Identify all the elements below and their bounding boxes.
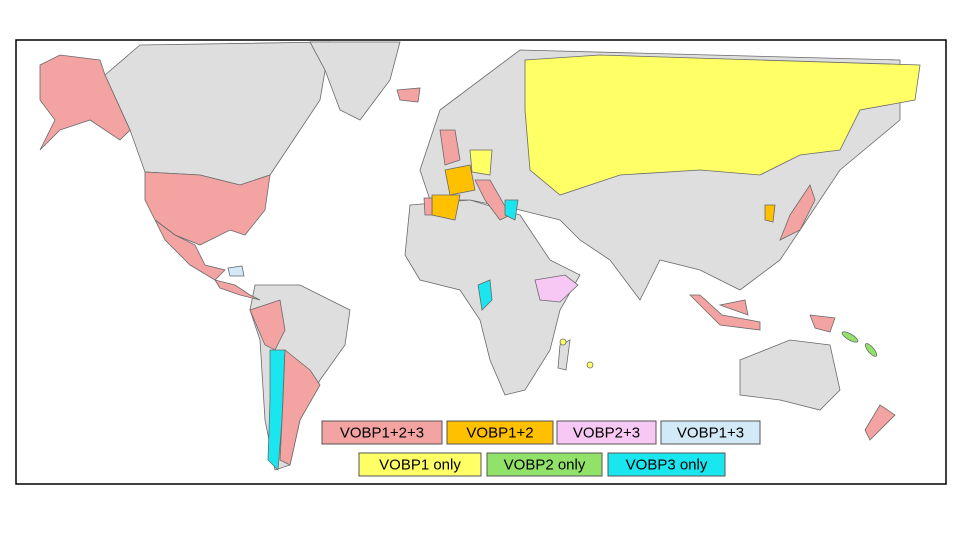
legend-label: VOBP1 only	[379, 456, 461, 473]
legend-swatch	[321, 420, 443, 445]
legend-label: VOBP1+2+3	[340, 424, 424, 441]
cameroon	[477, 279, 493, 311]
solomon-islands	[841, 331, 859, 343]
legend-swatch	[556, 420, 657, 445]
portugal	[423, 197, 433, 216]
korea	[764, 204, 776, 223]
seychelles	[559, 338, 567, 346]
argentina	[279, 349, 321, 466]
germany	[469, 149, 493, 176]
italy	[474, 179, 511, 221]
solomon-islands	[864, 343, 878, 357]
legend-swatch	[607, 452, 726, 477]
colored-regions	[39, 54, 921, 471]
legend-label: VOBP1+2	[466, 424, 533, 441]
new-zealand	[864, 404, 896, 441]
greece	[504, 199, 519, 221]
legend-label: VOBP1+3	[677, 424, 744, 441]
france	[444, 164, 476, 196]
ethiopia	[534, 274, 579, 303]
sulawesi	[718, 299, 749, 316]
legend-label: VOBP2 only	[504, 456, 586, 473]
mauritius	[586, 361, 594, 369]
russia	[524, 54, 921, 196]
legend-label: VOBP3 only	[626, 456, 708, 473]
usa	[144, 171, 271, 246]
alaska	[39, 54, 131, 151]
caribbean	[227, 265, 245, 277]
spain	[431, 194, 461, 221]
legend-label: VOBP2+3	[573, 424, 640, 441]
iceland	[396, 87, 421, 103]
legend-swatch	[358, 452, 482, 477]
madagascar	[557, 339, 571, 371]
legend-swatch	[660, 420, 761, 445]
greenland	[309, 41, 401, 121]
japan	[779, 184, 816, 241]
africa	[404, 199, 581, 396]
legend: VOBP1+2+3 VOBP1+2 VOBP2+3 VOBP1+3 VOBP1 only…	[321, 420, 761, 477]
indonesia	[689, 294, 761, 331]
legend-swatch	[486, 452, 603, 477]
peru	[249, 299, 286, 351]
mexico	[154, 219, 226, 281]
australia	[739, 339, 841, 411]
uk	[439, 129, 461, 166]
papua-new-guinea	[809, 314, 836, 333]
legend-swatch	[446, 420, 554, 445]
central-america	[214, 279, 261, 301]
